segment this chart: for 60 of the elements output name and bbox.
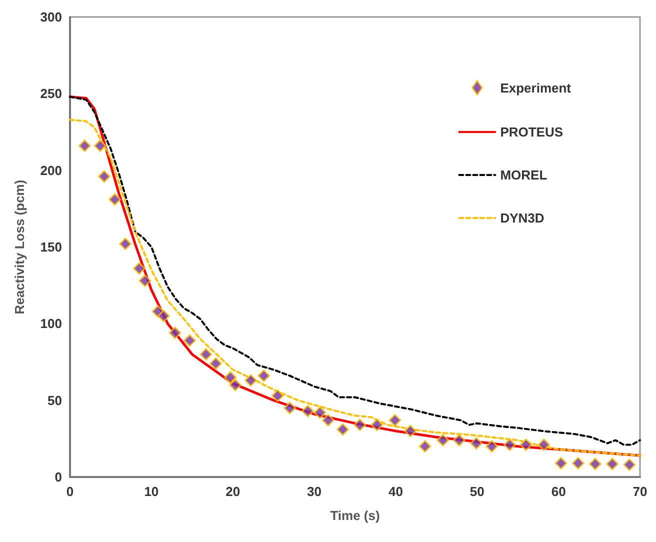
point	[132, 262, 146, 275]
point	[538, 438, 550, 452]
x-tick-label: 20	[226, 484, 240, 499]
point	[224, 371, 237, 384]
point	[108, 193, 122, 206]
point	[322, 414, 334, 427]
point	[98, 170, 110, 183]
point	[119, 238, 132, 250]
point	[157, 310, 170, 322]
legend-label: DYN3D	[500, 210, 544, 226]
legend-label: PROTEUS	[500, 124, 564, 140]
x-tick-label: 10	[144, 484, 159, 499]
y-tick-label: 150	[40, 240, 62, 254]
point	[588, 458, 602, 470]
legend-label: Experiment	[500, 80, 572, 96]
y-axis-title: Reactivity Loss (pcm)	[12, 180, 27, 314]
point	[168, 326, 182, 340]
point	[486, 440, 498, 453]
point	[554, 456, 568, 470]
point	[354, 418, 366, 432]
point	[520, 438, 532, 452]
x-tick-label: 40	[388, 484, 403, 499]
point	[284, 402, 296, 414]
point	[210, 357, 222, 370]
point	[470, 437, 483, 450]
y-tick-label: 250	[40, 86, 62, 102]
point	[404, 424, 417, 438]
point	[606, 458, 619, 470]
point	[572, 456, 584, 470]
x-tick-label: 50	[470, 484, 484, 499]
y-tick-label: 100	[40, 316, 62, 332]
point	[94, 140, 106, 152]
legend-label: MOREL	[500, 168, 548, 182]
point	[78, 140, 91, 152]
point	[503, 438, 516, 452]
x-axis-title: Time (s)	[330, 508, 380, 523]
y-tick-label: 0	[54, 470, 62, 484]
y-tick-label: 300	[40, 10, 62, 24]
point	[183, 334, 196, 347]
point	[418, 440, 432, 453]
point	[388, 414, 402, 427]
x-tick-label: 60	[551, 484, 566, 499]
point	[200, 348, 212, 361]
point	[271, 389, 284, 402]
point	[258, 370, 270, 382]
point	[244, 374, 258, 387]
y-tick-label: 50	[48, 392, 62, 408]
point	[138, 274, 152, 287]
point	[452, 434, 466, 446]
point	[229, 378, 242, 392]
point	[302, 404, 314, 418]
x-tick-label: 30	[307, 484, 322, 499]
x-tick-label: 70	[632, 484, 648, 499]
point	[314, 406, 326, 419]
point	[370, 418, 384, 432]
x-tick-label: 0	[66, 484, 74, 499]
y-tick-label: 200	[40, 162, 62, 178]
point	[336, 423, 350, 436]
point	[436, 434, 450, 446]
point	[623, 458, 636, 471]
